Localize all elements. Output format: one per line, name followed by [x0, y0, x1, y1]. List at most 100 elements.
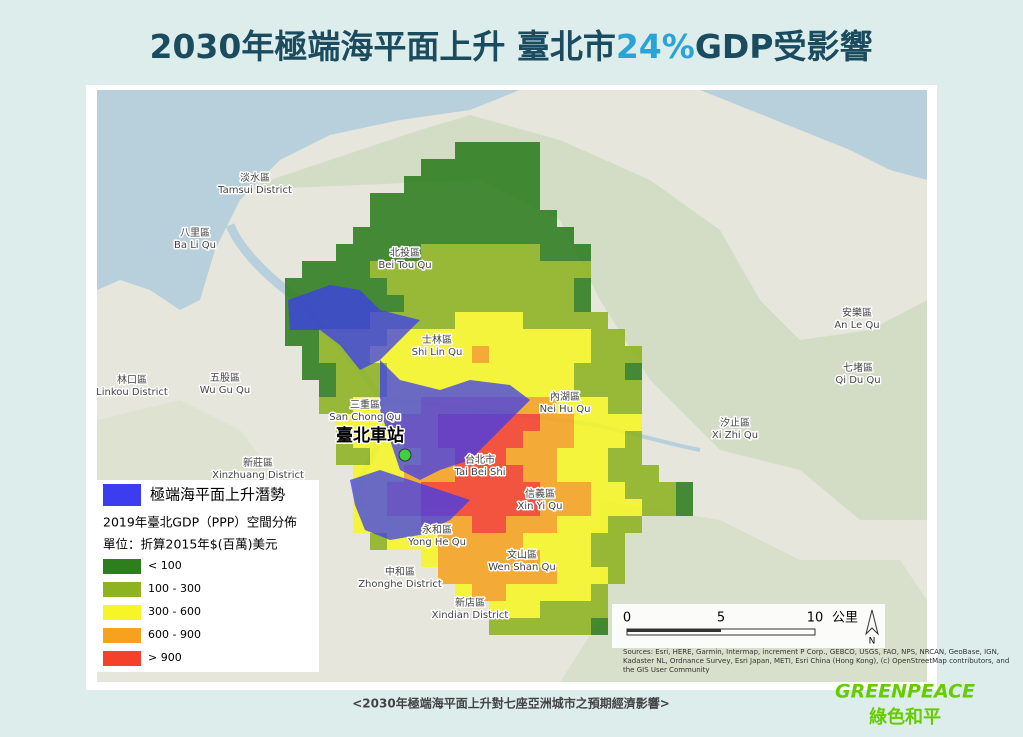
- gdp-cell: [523, 261, 540, 278]
- gdp-cell: [472, 584, 489, 601]
- scale-bar: 0 5 10 公里 N: [612, 604, 885, 648]
- gdp-cell: [455, 465, 472, 482]
- gdp-cell: [421, 329, 438, 346]
- sea: [97, 90, 520, 310]
- gdp-cell: [370, 431, 387, 448]
- north-label: N: [869, 637, 876, 647]
- gdp-cell: [489, 482, 506, 499]
- gdp-cell: [608, 550, 625, 567]
- gdp-cell: [523, 142, 540, 159]
- gdp-cell: [506, 465, 523, 482]
- place-name-zh: 三重區: [350, 398, 380, 411]
- gdp-cell: [557, 244, 574, 261]
- gdp-cell: [574, 499, 591, 516]
- gdp-cell: [455, 142, 472, 159]
- scale-tick-label: 0: [623, 611, 631, 626]
- legend-label: < 100: [148, 559, 182, 572]
- gdp-cell: [506, 278, 523, 295]
- gdp-cell: [489, 261, 506, 278]
- place-name-en: Yong He Qu: [407, 537, 466, 548]
- gdp-cell: [540, 448, 557, 465]
- gdp-cell: [523, 159, 540, 176]
- gdp-cell: [523, 227, 540, 244]
- gdp-cell: [557, 397, 574, 414]
- gdp-cell: [574, 363, 591, 380]
- gdp-cell: [421, 346, 438, 363]
- gdp-cell: [574, 397, 591, 414]
- gdp-cell: [557, 414, 574, 431]
- gdp-cell: [574, 278, 591, 295]
- place-name-en: Xi Zhi Qu: [712, 430, 758, 441]
- gdp-cell: [489, 210, 506, 227]
- gdp-cell: [574, 414, 591, 431]
- gdp-cell: [523, 346, 540, 363]
- gdp-cell: [319, 346, 336, 363]
- gdp-cell: [591, 533, 608, 550]
- gdp-cell: [557, 312, 574, 329]
- place-name-en: Tai Bei Shi: [454, 467, 506, 478]
- gdp-cell: [438, 278, 455, 295]
- gdp-cell: [625, 482, 642, 499]
- gdp-cell: [676, 482, 693, 499]
- gdp-cell: [302, 346, 319, 363]
- gdp-cell: [438, 227, 455, 244]
- gdp-cell: [489, 618, 506, 635]
- gdp-cell: [574, 329, 591, 346]
- gdp-cell: [489, 363, 506, 380]
- gdp-cell: [421, 312, 438, 329]
- flood-zone: [288, 285, 530, 540]
- gdp-legend-items: < 100 100 - 300 300 - 600 600 - 900 > 900: [103, 559, 201, 666]
- gdp-cell: [608, 414, 625, 431]
- gdp-cell: [625, 448, 642, 465]
- gdp-cell: [438, 346, 455, 363]
- gdp-cell: [557, 448, 574, 465]
- gdp-cell: [353, 448, 370, 465]
- gdp-cell: [438, 210, 455, 227]
- gdp-cell: [523, 516, 540, 533]
- gdp-cell: [472, 159, 489, 176]
- gdp-cell: [336, 363, 353, 380]
- gdp-cell: [404, 261, 421, 278]
- gdp-cell: [557, 550, 574, 567]
- station-label: 臺北車站: [336, 425, 404, 446]
- gdp-cell: [404, 329, 421, 346]
- gdp-cell: [353, 244, 370, 261]
- gdp-cell: [659, 482, 676, 499]
- gdp-cell: [506, 448, 523, 465]
- gdp-cell: [540, 550, 557, 567]
- gdp-cell: [455, 567, 472, 584]
- gdp-cell: [523, 533, 540, 550]
- gdp-cell: [506, 601, 523, 618]
- gdp-cell: [353, 397, 370, 414]
- gdp-cell: [540, 278, 557, 295]
- title-start: 2030年極端海平面上升 臺北市: [149, 27, 615, 66]
- gdp-cell: [506, 244, 523, 261]
- gdp-cell: [540, 482, 557, 499]
- gdp-cell: [438, 244, 455, 261]
- title-highlight: 24%: [616, 27, 695, 66]
- gdp-cell: [472, 567, 489, 584]
- source-line: the GIS User Community: [623, 666, 710, 674]
- gdp-cell: [489, 329, 506, 346]
- gdp-cell: [591, 601, 608, 618]
- place-name-en: Xin Yi Qu: [517, 501, 562, 512]
- gdp-cell: [353, 227, 370, 244]
- gdp-cell: [489, 533, 506, 550]
- gdp-cell: [370, 227, 387, 244]
- gdp-cell: [540, 397, 557, 414]
- gdp-cell: [472, 210, 489, 227]
- footer-caption: <2030年極端海平面上升對七座亞洲城市之預期經濟影響>: [352, 696, 670, 711]
- gdp-cell: [608, 346, 625, 363]
- sources: Sources: Esri, HERE, Garmin, Intermap, i…: [623, 648, 1009, 674]
- gdp-cell: [421, 278, 438, 295]
- gdp-cell: [591, 363, 608, 380]
- gdp-cell: [455, 227, 472, 244]
- gdp-cell: [608, 363, 625, 380]
- scale-bar-fill: [627, 629, 721, 632]
- gdp-cell: [438, 363, 455, 380]
- gdp-cell: [421, 244, 438, 261]
- gdp-cell: [506, 346, 523, 363]
- gdp-cell: [421, 210, 438, 227]
- gdp-cell: [557, 346, 574, 363]
- gdp-cell: [574, 346, 591, 363]
